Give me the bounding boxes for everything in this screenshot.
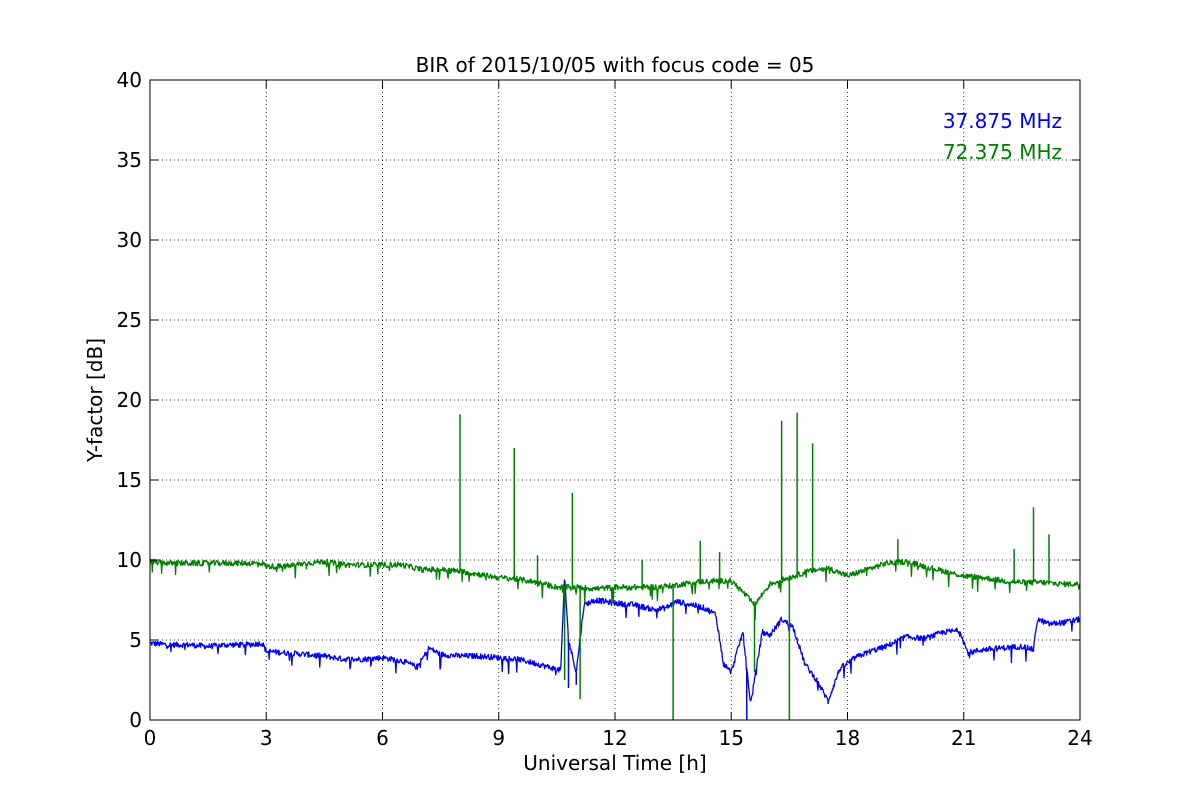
x-tick-label: 6 — [376, 726, 389, 750]
y-tick-label: 20 — [117, 388, 142, 412]
x-tick-label: 9 — [492, 726, 505, 750]
y-tick-label: 25 — [117, 308, 142, 332]
x-tick-label: 21 — [951, 726, 976, 750]
y-tick-label: 30 — [117, 228, 142, 252]
x-tick-label: 0 — [144, 726, 157, 750]
chart-title: BIR of 2015/10/05 with focus code = 05 — [416, 53, 815, 77]
x-axis-label: Universal Time [h] — [523, 751, 706, 775]
x-tick-label: 18 — [835, 726, 860, 750]
legend-entry-72375-mhz: 72.375 MHz — [943, 140, 1062, 164]
series-72375-mhz — [149, 412, 1081, 720]
legend: 37.875 MHz 72.375 MHz — [943, 109, 1062, 164]
series-line — [149, 558, 1081, 621]
series-37875-mhz — [149, 579, 1081, 720]
y-tick-label: 10 — [117, 548, 142, 572]
y-axis-label: Y-factor [dB] — [83, 338, 107, 463]
y-tick-label: 40 — [117, 68, 142, 92]
legend-entry-37875-mhz: 37.875 MHz — [943, 109, 1062, 133]
y-tick-label: 35 — [117, 148, 142, 172]
x-tick-label: 3 — [260, 726, 273, 750]
series-line — [149, 579, 1081, 703]
x-tick-label: 24 — [1067, 726, 1092, 750]
y-tick-label: 0 — [129, 708, 142, 732]
y-tick-label: 15 — [117, 468, 142, 492]
series-layer — [149, 412, 1081, 720]
y-tick-label: 5 — [129, 628, 142, 652]
axis-ticks: 0 3 6 9 12 15 18 21 24 0 5 10 15 20 25 30 35 40 — [117, 68, 1093, 750]
x-tick-label: 15 — [719, 726, 744, 750]
x-tick-label: 12 — [602, 726, 627, 750]
